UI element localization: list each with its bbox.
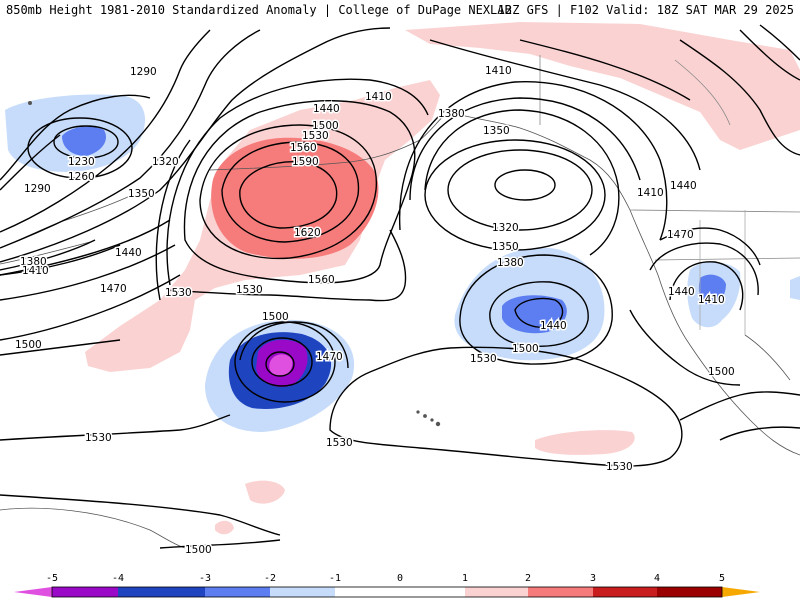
contour-label: 1500 <box>312 120 339 132</box>
colorbar-segment <box>593 587 657 597</box>
colorbar-tick: -3 <box>198 573 212 584</box>
contour-label: 1380 <box>20 256 47 268</box>
contour-label: 1350 <box>128 188 155 200</box>
contour-label: 1380 <box>497 257 524 269</box>
coastlines <box>0 55 800 549</box>
contour-label: 1530 <box>165 287 192 299</box>
contour-label: 1500 <box>185 544 212 556</box>
contour-label: 1440 <box>668 286 695 298</box>
colorbar-tick: -2 <box>263 573 277 584</box>
colorbar-segment <box>52 587 118 597</box>
contour-label: 1230 <box>68 156 95 168</box>
anomaly-positive-patch-south <box>535 430 635 455</box>
anomaly-negative-east-core <box>502 295 567 334</box>
contour-label: 1620 <box>294 227 321 239</box>
contour-label: 1290 <box>24 183 51 195</box>
contour-label: 1410 <box>22 265 49 277</box>
colorbar-tick: -1 <box>328 573 342 584</box>
colorbar-end-high <box>722 587 760 597</box>
contour-label: 1500 <box>512 343 539 355</box>
contour-label: 1470 <box>667 229 694 241</box>
colorbar-end-low <box>14 587 52 597</box>
contour-label: 1530 <box>236 284 263 296</box>
colorbar-segment <box>465 587 528 597</box>
run-valid-time: 12Z GFS | F102 Valid: 18Z SAT MAR 29 202… <box>497 3 794 17</box>
contour-label: 1530 <box>302 130 329 142</box>
contour-label: 1530 <box>326 437 353 449</box>
colorbar-tick: 5 <box>718 573 726 584</box>
colorbar-segment <box>657 587 722 597</box>
contour-label: 1440 <box>540 320 567 332</box>
colorbar-tick: 4 <box>653 573 661 584</box>
colorbar-tick: 2 <box>524 573 532 584</box>
map-header: 850mb Height 1981-2010 Standardized Anom… <box>0 0 800 22</box>
colorbar-tick: -4 <box>111 573 125 584</box>
contour-label: 1470 <box>100 283 127 295</box>
contour-label: 1320 <box>152 156 179 168</box>
contour-label: 1410 <box>637 187 664 199</box>
colorbar-segment <box>118 587 205 597</box>
contour-label: 1350 <box>492 241 519 253</box>
contour-label: 1440 <box>115 247 142 259</box>
anomaly-negative-central-core <box>269 354 293 377</box>
contour-label: 1410 <box>365 91 392 103</box>
anomaly-colorbar: -5 -4 -3 -2 -1 0 1 2 3 4 5 <box>0 572 800 600</box>
contour-label: 1530 <box>85 432 112 444</box>
anomaly-map: 1290 1230 1260 1290 1320 1350 1380 1410 … <box>0 22 800 558</box>
colorbar-tick: 1 <box>461 573 469 584</box>
contour-label: 1440 <box>313 103 340 115</box>
anomaly-shading <box>5 22 800 535</box>
anomaly-negative-rockies-core <box>698 274 726 305</box>
product-title: 850mb Height 1981-2010 Standardized Anom… <box>6 3 512 17</box>
colorbar-tick: -5 <box>45 573 59 584</box>
contour-label: 1530 <box>606 461 633 473</box>
anomaly-negative-east-edge <box>790 276 800 300</box>
colorbar-segment <box>205 587 270 597</box>
contour-labels: 1290 1230 1260 1290 1320 1350 1380 1410 … <box>14 64 737 558</box>
colorbar-segment <box>528 587 593 597</box>
contour-label: 1470 <box>316 351 343 363</box>
contour-label: 1530 <box>470 353 497 365</box>
colorbar-segment-neutral-high <box>400 587 465 597</box>
contour-label: 1320 <box>492 222 519 234</box>
contour-label: 1380 <box>438 108 465 120</box>
anomaly-positive-patch-southwest <box>245 480 285 504</box>
colorbar-segment <box>270 587 335 597</box>
contour-label: 1410 <box>698 294 725 306</box>
map-panel: 1290 1230 1260 1290 1320 1350 1380 1410 … <box>0 22 800 570</box>
contour-label: 1290 <box>130 66 157 78</box>
contour-label: 1440 <box>670 180 697 192</box>
contour-label: 1500 <box>262 311 289 323</box>
colorbar-tick: 3 <box>589 573 597 584</box>
contour-label: 1350 <box>483 125 510 137</box>
colorbar-segment-neutral-low <box>335 587 400 597</box>
colorbar-tick: 0 <box>396 573 404 584</box>
colorbar-scale <box>14 586 760 598</box>
contour-label: 1590 <box>292 156 319 168</box>
contour-label: 1500 <box>708 366 735 378</box>
contour-label: 1560 <box>290 142 317 154</box>
contour-label: 1260 <box>68 171 95 183</box>
anomaly-negative-northwest-core <box>62 126 106 156</box>
contour-label: 1560 <box>308 274 335 286</box>
anomaly-positive-patch-far-southwest <box>215 520 234 535</box>
height-contours <box>0 24 800 549</box>
contour-label: 1500 <box>15 339 42 351</box>
contour-label: 1410 <box>485 65 512 77</box>
